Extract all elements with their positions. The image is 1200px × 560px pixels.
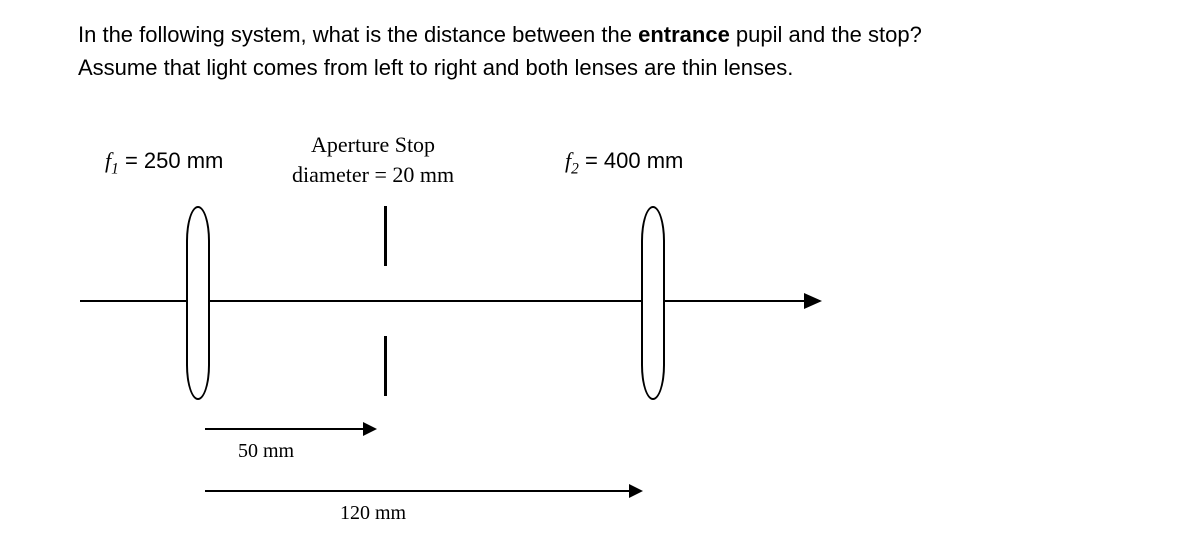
question-part-c: pupil and the stop? [730,22,922,47]
question-emphasis: entrance [638,22,730,47]
lens1-icon [186,206,210,400]
question-line2: Assume that light comes from left to rig… [78,55,793,80]
dimension-arrow-120 [205,490,641,492]
lens1-sub: 1 [111,160,119,177]
question-part-a: In the following system, what is the dis… [78,22,638,47]
aperture-stop-top-icon [384,206,387,266]
dimension-arrow-50 [205,428,375,430]
figure-canvas: In the following system, what is the dis… [0,0,1200,560]
stop-diameter: diameter = 20 mm [292,162,454,187]
lens1-eq: = 250 mm [119,148,224,173]
aperture-stop-bottom-icon [384,336,387,396]
aperture-stop-label: Aperture Stop diameter = 20 mm [292,130,454,189]
dimension-label-50: 50 mm [238,440,294,463]
lens2-eq: = 400 mm [579,148,684,173]
lens2-sub: 2 [571,160,579,177]
dimension-label-120: 120 mm [340,502,406,525]
stop-title: Aperture Stop [311,132,435,157]
lens2-icon [641,206,665,400]
lens2-label: f2 = 400 mm [565,148,683,178]
lens1-label: f1 = 250 mm [105,148,223,178]
question-text: In the following system, what is the dis… [78,18,1078,84]
